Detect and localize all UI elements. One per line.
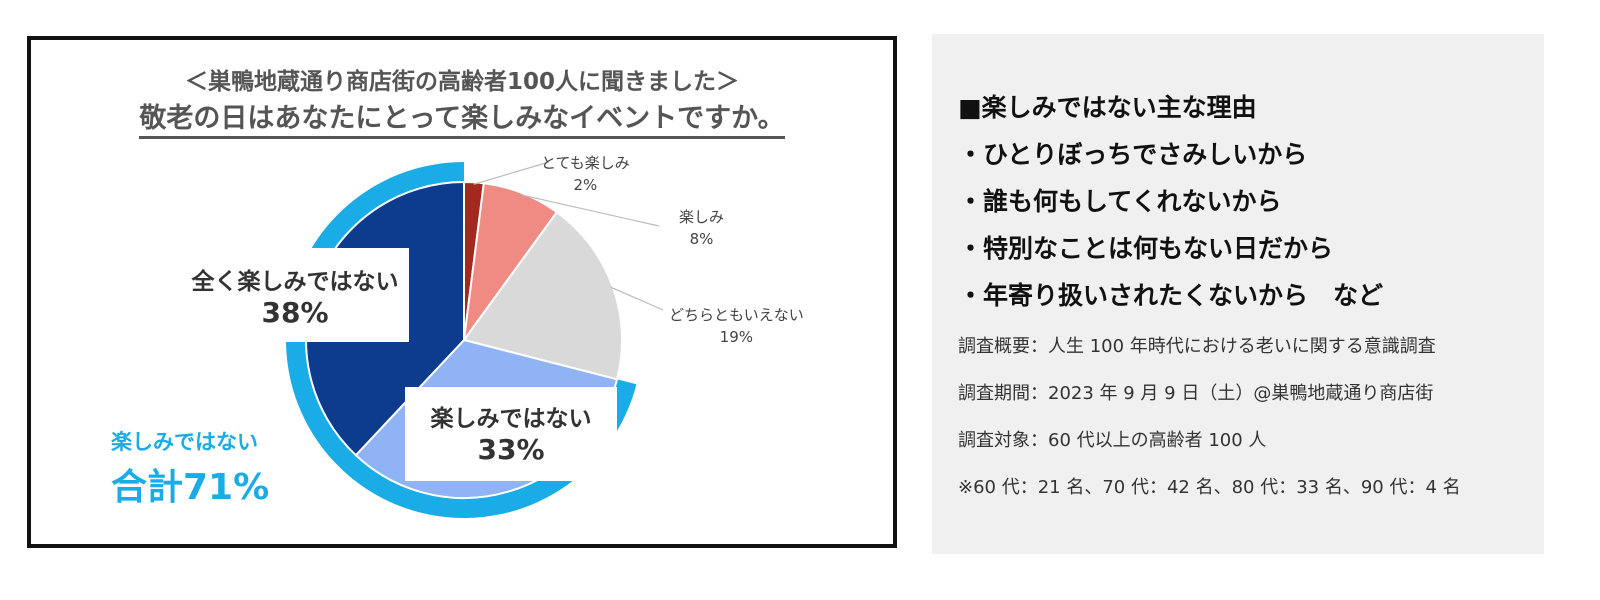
label-fun-name: 楽しみ bbox=[679, 208, 725, 226]
group-total-value: 合計71% bbox=[111, 467, 270, 508]
survey-summary: 調査概要：人生 100 年時代における老いに関する意識調査 bbox=[958, 336, 1436, 357]
pie-slice-2 bbox=[462, 210, 623, 381]
group-total-label: 楽しみではない bbox=[111, 430, 258, 454]
survey-period: 調査期間：2023 年 9 月 9 日（土）@巣鴨地蔵通り商店街 bbox=[958, 383, 1434, 404]
label-fun-pct: 8% bbox=[689, 230, 714, 248]
survey-notes: 調査概要：人生 100 年時代における老いに関する意識調査 調査期間：2023 … bbox=[958, 332, 1461, 520]
reason-item: ・ひとりぼっちでさみしいから bbox=[958, 140, 1308, 169]
label-neutral: どちらともいえない 19% bbox=[669, 304, 804, 348]
callout-not-at-all-pct: 38% bbox=[261, 296, 329, 329]
reasons-heading: ■楽しみではない主な理由 bbox=[958, 93, 1257, 122]
reasons-list: ■楽しみではない主な理由 ・ひとりぼっちでさみしいから ・誰も何もしてくれないか… bbox=[958, 88, 1383, 323]
chart-subtitle-text: 敬老の日はあなたにとって楽しみなイベントですか。 bbox=[139, 103, 785, 139]
chart-title: ＜巣鴨地蔵通り商店街の高齢者100人に聞きました＞ bbox=[184, 69, 739, 95]
label-very-fun: とても楽しみ 2% bbox=[541, 152, 630, 196]
reason-item: ・特別なことは何もない日だから bbox=[958, 234, 1334, 263]
label-fun: 楽しみ 8% bbox=[679, 206, 724, 250]
label-neutral-pct: 19% bbox=[719, 328, 754, 346]
callout-not-at-all: 全く楽しみではない 38% bbox=[181, 248, 409, 342]
group-total: 楽しみではない 合計71% bbox=[111, 426, 269, 510]
label-very-fun-name: とても楽しみ bbox=[541, 154, 630, 172]
callout-not-fun: 楽しみではない 33% bbox=[405, 387, 617, 481]
callout-not-at-all-label: 全く楽しみではない bbox=[191, 269, 399, 295]
survey-target: 調査対象：60 代以上の高齢者 100 人 bbox=[958, 430, 1267, 451]
side-panel: ■楽しみではない主な理由 ・ひとりぼっちでさみしいから ・誰も何もしてくれないか… bbox=[932, 34, 1544, 554]
chart-subtitle: 敬老の日はあなたにとって楽しみなイベントですか。 bbox=[31, 96, 893, 139]
label-very-fun-pct: 2% bbox=[573, 176, 598, 194]
leader-line-1 bbox=[521, 194, 660, 227]
callout-not-fun-label: 楽しみではない bbox=[430, 406, 592, 432]
label-neutral-name: どちらともいえない bbox=[669, 306, 804, 324]
callout-not-fun-pct: 33% bbox=[477, 433, 545, 466]
leader-line-0 bbox=[473, 161, 550, 185]
reason-item: ・年寄り扱いされたくないから など bbox=[958, 281, 1384, 310]
leader-line-2 bbox=[610, 286, 664, 311]
survey-breakdown: ※60 代：21 名、70 代：42 名、80 代：33 名、90 代：4 名 bbox=[958, 477, 1461, 498]
reason-item: ・誰も何もしてくれないから bbox=[958, 187, 1282, 216]
chart-panel: ＜巣鴨地蔵通り商店街の高齢者100人に聞きました＞ 敬老の日はあなたにとって楽し… bbox=[27, 36, 897, 548]
